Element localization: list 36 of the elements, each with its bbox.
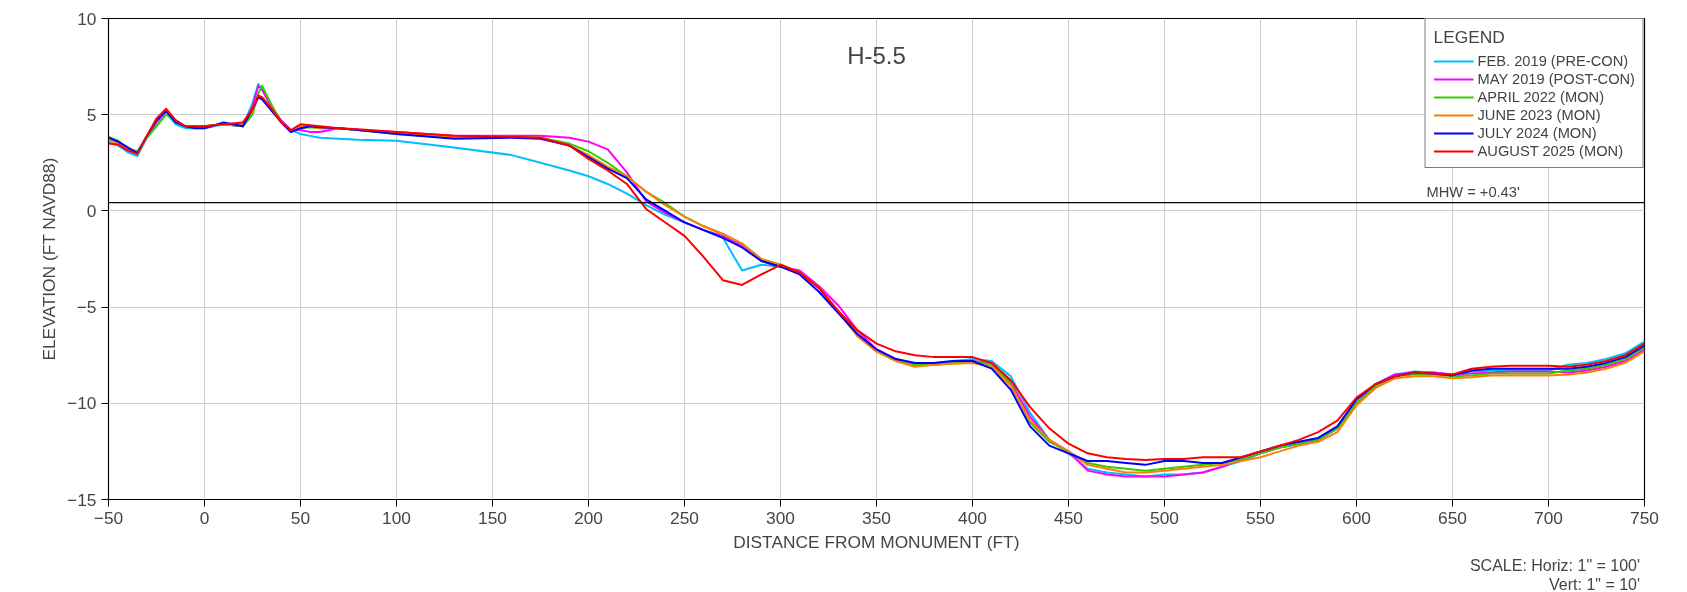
legend-label: AUGUST 2025 (MON) [1477, 143, 1624, 159]
y-tick-label: 5 [86, 104, 97, 125]
x-tick-label: 550 [1246, 507, 1275, 528]
x-tick-label: 500 [1150, 507, 1179, 528]
legend-label: MAY 2019 (POST-CON) [1477, 71, 1635, 87]
x-axis-title: DISTANCE FROM MONUMENT (FT) [733, 531, 1020, 552]
x-tick-label: 600 [1342, 507, 1371, 528]
x-tick-label: 400 [958, 507, 987, 528]
y-tick-label: 0 [86, 200, 97, 221]
y-axis-title: ELEVATION (FT NAVD88) [39, 157, 60, 361]
y-tick-label: 10 [77, 8, 97, 29]
x-tick-label: −50 [93, 507, 124, 528]
x-tick-label: 100 [382, 507, 411, 528]
x-tick-label: 250 [670, 507, 699, 528]
legend-label: FEB. 2019 (PRE-CON) [1477, 53, 1629, 69]
x-tick-label: 150 [478, 507, 507, 528]
y-tick-label: −5 [76, 297, 97, 318]
y-tick-label: −10 [67, 393, 97, 414]
y-tick-label: −15 [67, 489, 97, 510]
text: SCALE: Horiz: 1" = 100' [1469, 556, 1641, 574]
x-tick-label: 50 [290, 507, 311, 528]
text: Vert: 1" = 10' [1549, 575, 1641, 592]
legend-title: LEGEND [1433, 27, 1506, 48]
x-tick-label: 750 [1630, 507, 1659, 528]
legend-label: JUNE 2023 (MON) [1477, 107, 1601, 123]
x-tick-label: 650 [1438, 507, 1467, 528]
x-tick-label: 700 [1534, 507, 1563, 528]
x-tick-label: 450 [1054, 507, 1083, 528]
x-tick-label: 200 [574, 507, 603, 528]
ref-line-label: MHW = +0.43' [1426, 183, 1520, 200]
legend-label: JULY 2024 (MON) [1477, 125, 1597, 141]
text: H-5.5 [847, 41, 906, 69]
legend-label: APRIL 2022 (MON) [1477, 89, 1605, 105]
x-tick-label: 350 [862, 507, 891, 528]
x-tick-label: 300 [766, 507, 795, 528]
x-tick-label: 0 [199, 507, 210, 528]
